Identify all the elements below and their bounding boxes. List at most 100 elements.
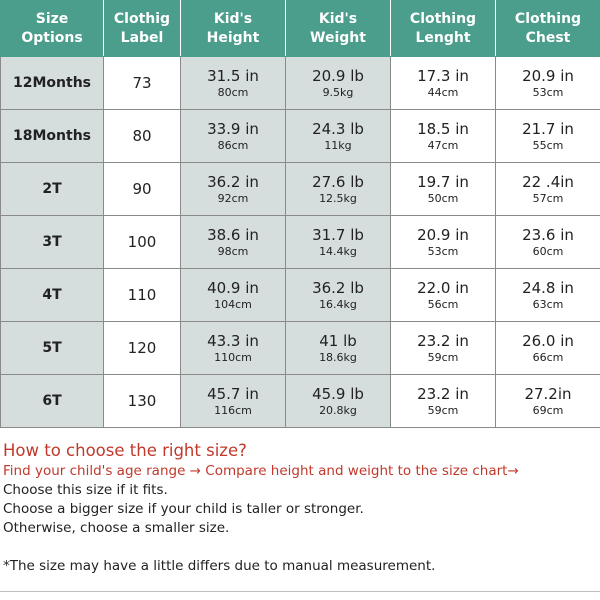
weight-cell: 41 lb 18.6kg	[285, 321, 391, 375]
weight-lb: 24.3 lb	[312, 119, 364, 138]
weight-lb: 41 lb	[319, 331, 357, 350]
height-cell: 40.9 in 104cm	[180, 268, 286, 322]
guide-note: *The size may have a little differs due …	[3, 558, 436, 574]
height-cm: 110cm	[214, 350, 252, 364]
height-in: 40.9 in	[207, 278, 259, 297]
length-cell: 17.3 in 44cm	[390, 56, 496, 110]
chest-cell: 21.7 in 55cm	[495, 109, 600, 163]
height-cm: 92cm	[217, 191, 249, 205]
height-cell: 36.2 in 92cm	[180, 162, 286, 216]
size-option-cell: 2T	[0, 162, 104, 216]
chest-cm: 57cm	[532, 191, 564, 205]
height-cell: 43.3 in 110cm	[180, 321, 286, 375]
length-cell: 22.0 in 56cm	[390, 268, 496, 322]
guide-heading: How to choose the right size?	[3, 441, 247, 460]
height-cell: 33.9 in 86cm	[180, 109, 286, 163]
length-cm: 56cm	[427, 297, 459, 311]
chest-cm: 53cm	[532, 85, 564, 99]
weight-lb: 45.9 lb	[312, 384, 364, 403]
height-cm: 98cm	[217, 244, 249, 258]
chest-cell: 22 .4in 57cm	[495, 162, 600, 216]
chest-in: 21.7 in	[522, 119, 574, 138]
header-size-options: Size Options	[0, 0, 104, 57]
length-cm: 44cm	[427, 85, 459, 99]
table-row: 6T 130 45.7 in 116cm 45.9 lb 20.8kg 23.2 in 59c…	[0, 374, 600, 428]
guide-line: Otherwise, choose a smaller size.	[3, 520, 230, 536]
chest-cell: 27.2in 69cm	[495, 374, 600, 428]
size-option-cell: 12Months	[0, 56, 104, 110]
size-table: Size Options Clothig Label Kid's Height …	[0, 0, 600, 428]
table-row: 2T 90 36.2 in 92cm 27.6 lb 12.5kg 19.7 in 50cm 2…	[0, 162, 600, 216]
height-in: 31.5 in	[207, 66, 259, 85]
weight-lb: 36.2 lb	[312, 278, 364, 297]
chest-in: 23.6 in	[522, 225, 574, 244]
size-option-cell: 4T	[0, 268, 104, 322]
guide-line: Choose this size if it fits.	[3, 482, 168, 498]
table-row: 12Months 73 31.5 in 80cm 20.9 lb 9.5kg 17.3 in…	[0, 56, 600, 110]
weight-cell: 31.7 lb 14.4kg	[285, 215, 391, 269]
table-row: 3T 100 38.6 in 98cm 31.7 lb 14.4kg 20.9 in 53cm…	[0, 215, 600, 269]
height-cm: 80cm	[217, 85, 249, 99]
table-header-row: Size Options Clothig Label Kid's Height …	[0, 0, 600, 57]
weight-cell: 24.3 lb 11kg	[285, 109, 391, 163]
weight-kg: 11kg	[324, 138, 352, 152]
header-kids-height: Kid's Height	[180, 0, 286, 57]
length-in: 22.0 in	[417, 278, 469, 297]
chest-in: 26.0 in	[522, 331, 574, 350]
weight-kg: 16.4kg	[319, 297, 357, 311]
size-option-cell: 3T	[0, 215, 104, 269]
length-cell: 20.9 in 53cm	[390, 215, 496, 269]
height-in: 45.7 in	[207, 384, 259, 403]
height-cm: 86cm	[217, 138, 249, 152]
size-guide: How to choose the right size? Find your …	[3, 440, 598, 576]
height-cell: 38.6 in 98cm	[180, 215, 286, 269]
header-clothing-label: Clothig Label	[103, 0, 181, 57]
chest-cell: 23.6 in 60cm	[495, 215, 600, 269]
clothing-label-cell: 110	[103, 268, 181, 322]
length-cell: 23.2 in 59cm	[390, 321, 496, 375]
chest-cm: 60cm	[532, 244, 564, 258]
size-option-cell: 18Months	[0, 109, 104, 163]
chest-in: 20.9 in	[522, 66, 574, 85]
clothing-label-cell: 100	[103, 215, 181, 269]
length-cm: 53cm	[427, 244, 459, 258]
table-body: 12Months 73 31.5 in 80cm 20.9 lb 9.5kg 17.3 in…	[0, 56, 600, 428]
weight-kg: 20.8kg	[319, 403, 357, 417]
length-cm: 50cm	[427, 191, 459, 205]
length-in: 19.7 in	[417, 172, 469, 191]
table-row: 5T 120 43.3 in 110cm 41 lb 18.6kg 23.2 in 59cm 2…	[0, 321, 600, 375]
header-kids-weight: Kid's Weight	[285, 0, 391, 57]
weight-kg: 18.6kg	[319, 350, 357, 364]
chest-in: 24.8 in	[522, 278, 574, 297]
guide-line: Choose a bigger size if your child is ta…	[3, 501, 364, 517]
bottom-divider	[0, 591, 600, 592]
height-in: 33.9 in	[207, 119, 259, 138]
weight-kg: 12.5kg	[319, 191, 357, 205]
length-cm: 59cm	[427, 350, 459, 364]
length-cell: 23.2 in 59cm	[390, 374, 496, 428]
length-in: 17.3 in	[417, 66, 469, 85]
height-in: 38.6 in	[207, 225, 259, 244]
height-in: 36.2 in	[207, 172, 259, 191]
chest-cm: 69cm	[532, 403, 564, 417]
height-cell: 31.5 in 80cm	[180, 56, 286, 110]
chest-cm: 55cm	[532, 138, 564, 152]
chest-cm: 63cm	[532, 297, 564, 311]
weight-kg: 9.5kg	[322, 85, 354, 99]
height-in: 43.3 in	[207, 331, 259, 350]
length-cm: 59cm	[427, 403, 459, 417]
weight-cell: 36.2 lb 16.4kg	[285, 268, 391, 322]
clothing-label-cell: 80	[103, 109, 181, 163]
table-row: 18Months 80 33.9 in 86cm 24.3 lb 11kg 18.5 in 4…	[0, 109, 600, 163]
chest-in: 22 .4in	[522, 172, 574, 191]
size-option-cell: 5T	[0, 321, 104, 375]
clothing-label-cell: 120	[103, 321, 181, 375]
height-cm: 104cm	[214, 297, 252, 311]
weight-cell: 20.9 lb 9.5kg	[285, 56, 391, 110]
clothing-label-cell: 90	[103, 162, 181, 216]
table-row: 4T 110 40.9 in 104cm 36.2 lb 16.4kg 22.0 in 56c…	[0, 268, 600, 322]
weight-lb: 31.7 lb	[312, 225, 364, 244]
guide-steps: Find your child's age range → Compare he…	[3, 463, 519, 479]
length-in: 18.5 in	[417, 119, 469, 138]
